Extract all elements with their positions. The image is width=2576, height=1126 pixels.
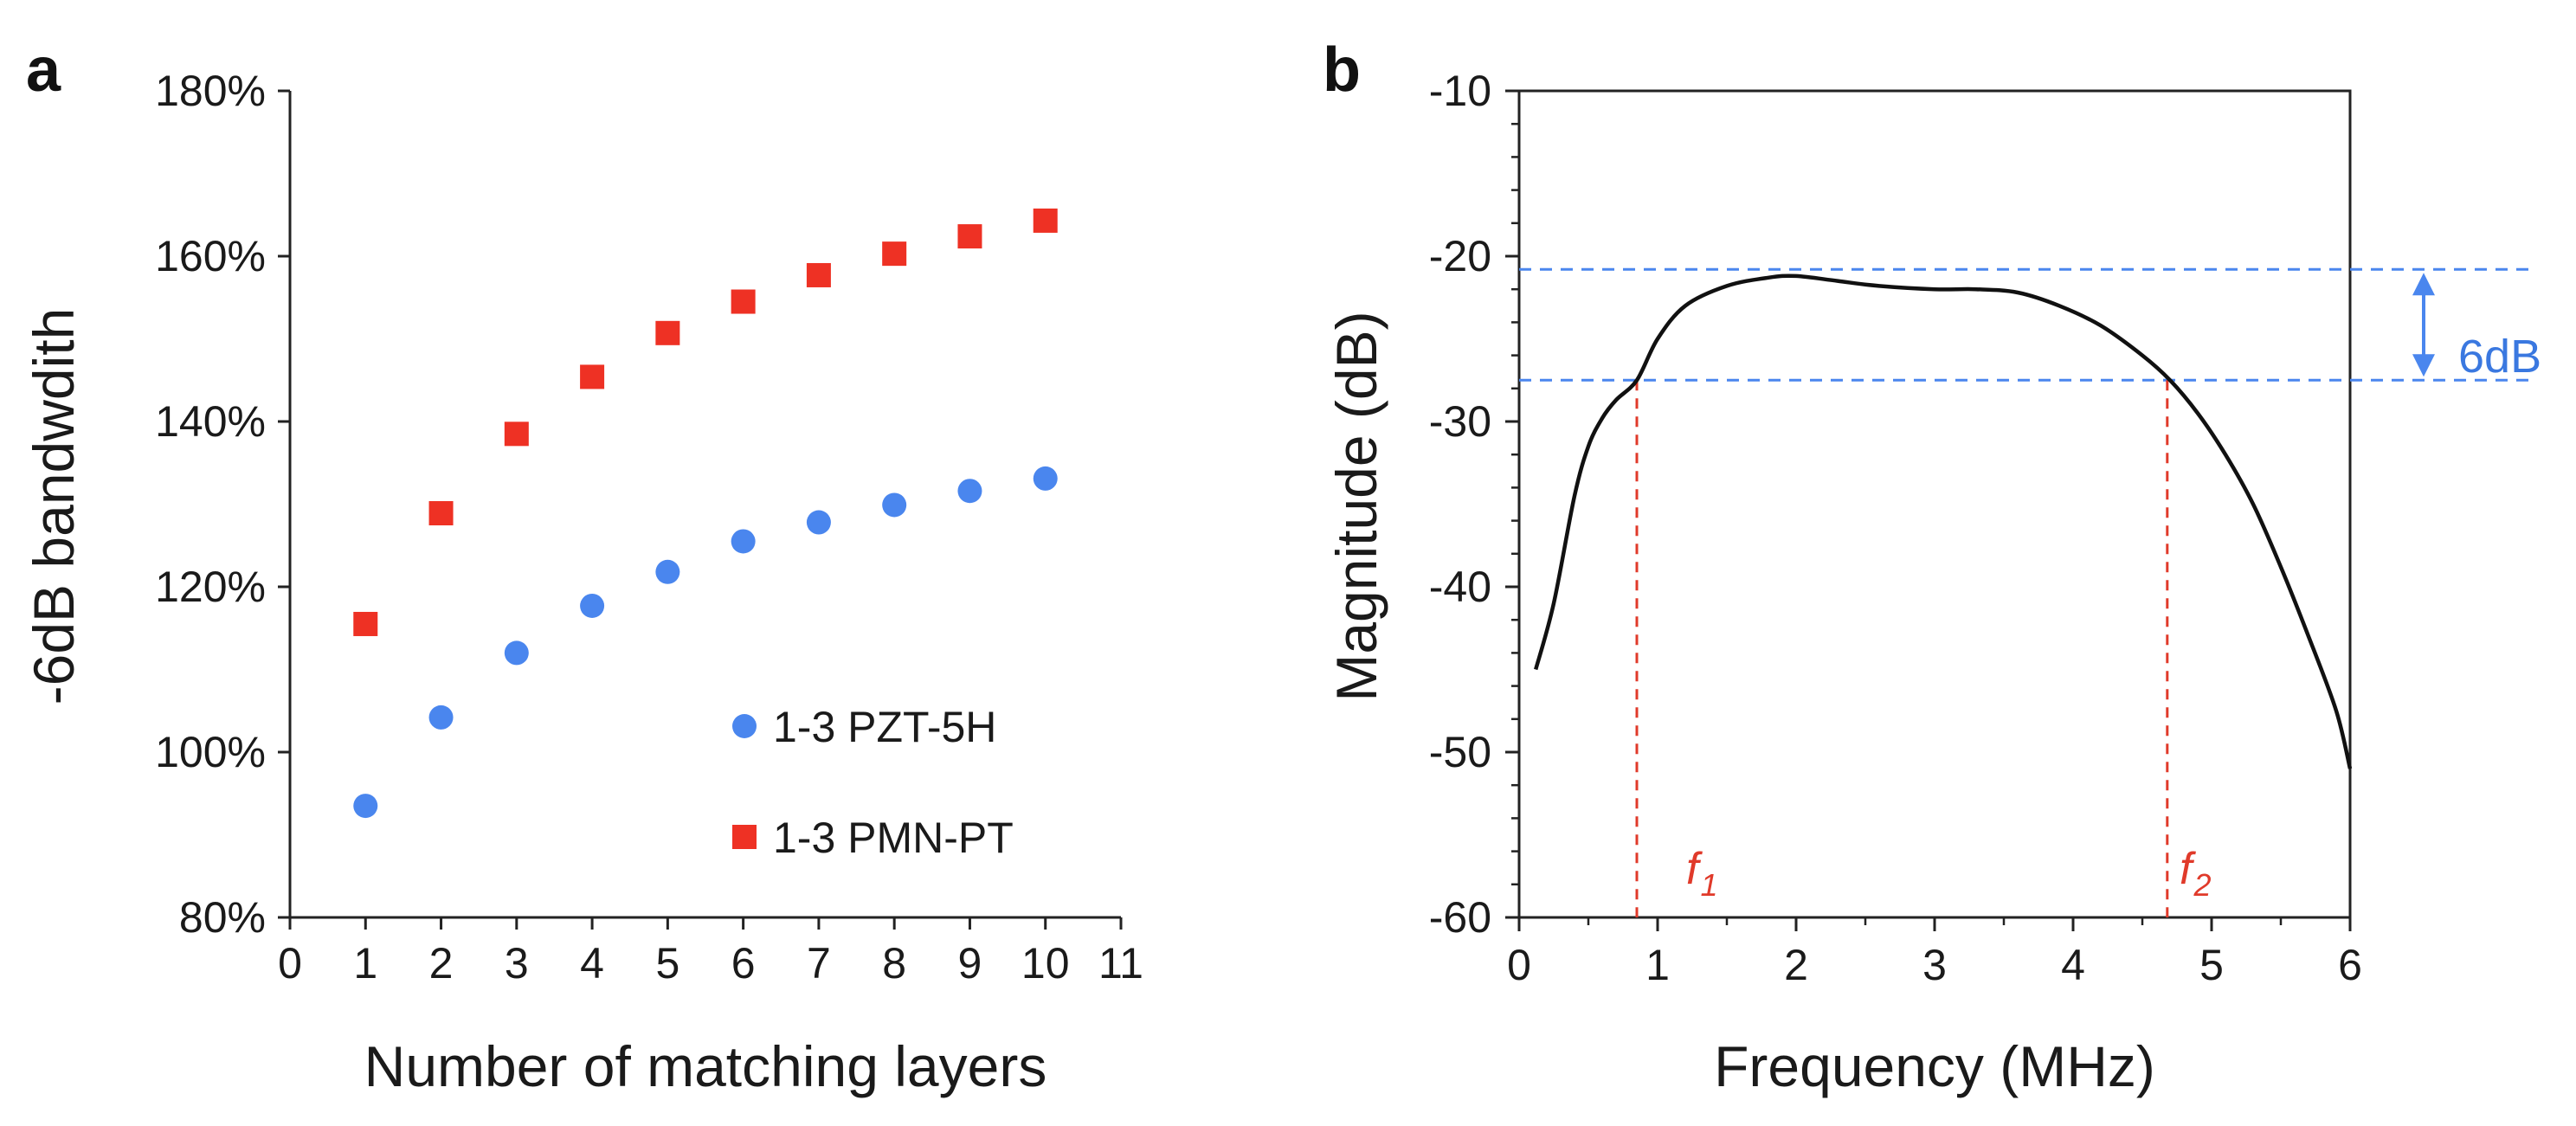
pzt-5h-point	[1033, 466, 1058, 491]
panel-b: b 0 1 2 3 4 5 6 -60 -50 -40 -30 -20 -10 Frequency (M…	[1323, 35, 2541, 1098]
legend-marker-pzt	[732, 714, 757, 738]
panel-b-x-tick-label: 6	[2338, 941, 2362, 989]
pmn-pt-point	[882, 241, 907, 267]
panel-a-axes	[288, 91, 1121, 919]
panel-b-x-tick-label: 1	[1645, 941, 1670, 989]
six-db-annotation: 6dB	[2412, 273, 2541, 383]
panel-b-x-tick-label: 5	[2199, 941, 2224, 989]
panel-a-x-tick-label: 11	[1098, 939, 1143, 988]
pmn-pt-point	[806, 262, 831, 287]
six-db-label: 6dB	[2458, 331, 2541, 383]
panel-b-y-tick-label: -30	[1429, 397, 1491, 446]
pzt-5h-point	[428, 705, 454, 730]
panel-a-y-tick-label: 180%	[155, 67, 266, 115]
pmn-pt-point	[428, 501, 454, 526]
panel-b-x-tick-label: 3	[1922, 941, 1947, 989]
panel-b-y-axis-label: Magnitude (dB)	[1324, 311, 1388, 701]
panel-b-ticks	[1505, 89, 2352, 931]
panel-a-ticks	[278, 89, 1123, 930]
pmn-pt-point	[957, 224, 982, 249]
panel-b-x-axis-label: Frequency (MHz)	[1714, 1034, 2155, 1098]
legend-marker-pmn	[732, 825, 757, 849]
pmn-pt-point	[1033, 208, 1058, 233]
six-db-arrow-down-icon	[2412, 354, 2435, 377]
panel-a-x-tick-label: 3	[505, 939, 529, 988]
pmn-pt-point	[731, 289, 756, 314]
panel-a-x-tick-label: 1	[353, 939, 377, 988]
panel-a-legend: 1-3 PZT-5H 1-3 PMN-PT	[732, 703, 1014, 862]
f1-label: f1	[1686, 844, 1717, 903]
pmn-pt-point	[580, 364, 605, 389]
pmn-pt-point	[504, 421, 529, 447]
panel-b-y-tick-label: -20	[1429, 232, 1491, 280]
panel-b-tick-labels: 0 1 2 3 4 5 6 -60 -50 -40 -30 -20 -10	[1429, 67, 2362, 989]
panel-b-y-tick-label: -50	[1429, 728, 1491, 776]
panel-b-y-tick-label: -40	[1429, 563, 1491, 611]
panel-b-x-tick-label: 2	[1784, 941, 1808, 989]
six-db-arrow-up-icon	[2412, 273, 2435, 296]
panel-a-label: a	[26, 35, 61, 105]
pmn-pt-point	[655, 320, 680, 345]
panel-b-magnitude-curve	[1534, 273, 2353, 769]
panel-a: a 0 1 2 3 4 5 6 7 8 9 10 1180%100%120%140%160%180% …	[22, 35, 1143, 1098]
pzt-5h-point	[882, 492, 907, 518]
pzt-5h-point	[731, 529, 756, 554]
panel-a-tick-labels: 0 1 2 3 4 5 6 7 8 9 10 11 80% 100% 120% 140% 160% 180%	[155, 67, 1143, 988]
panel-a-x-axis-label: Number of matching layers	[364, 1034, 1047, 1098]
panel-a-y-tick-label: 160%	[155, 232, 266, 280]
panel-a-x-tick-label: 9	[958, 939, 982, 988]
panel-a-x-tick-label: 6	[731, 939, 756, 988]
panel-a-y-tick-label: 80%	[179, 893, 266, 942]
pzt-5h-point	[806, 510, 831, 535]
panel-a-points	[353, 208, 1058, 819]
pzt-5h-point	[353, 794, 378, 819]
f2-label: f2	[2180, 844, 2211, 903]
pzt-5h-point	[580, 593, 605, 618]
panel-a-x-tick-label: 5	[655, 939, 679, 988]
legend-label-pzt: 1-3 PZT-5H	[773, 703, 996, 751]
pzt-5h-point	[655, 559, 680, 584]
panel-a-x-tick-label: 0	[278, 939, 302, 988]
panel-a-y-tick-label: 120%	[155, 563, 266, 611]
panel-a-x-tick-label: 8	[882, 939, 906, 988]
pzt-5h-point	[504, 640, 529, 666]
panel-b-label: b	[1323, 35, 1361, 105]
pmn-pt-point	[353, 611, 378, 636]
panel-a-y-tick-label: 100%	[155, 728, 266, 776]
panel-a-x-tick-label: 10	[1021, 939, 1070, 988]
panel-a-x-tick-label: 4	[580, 939, 604, 988]
panel-b-y-tick-label: -60	[1429, 893, 1491, 942]
panel-b-x-tick-label: 0	[1507, 941, 1531, 989]
panel-b-x-tick-label: 4	[2061, 941, 2085, 989]
panel-a-x-tick-label: 7	[807, 939, 831, 988]
panel-b-y-tick-label: -10	[1429, 67, 1491, 115]
panel-b-reference-lines	[1519, 267, 2536, 917]
pzt-5h-point	[957, 479, 982, 504]
panel-a-y-axis-label: -6dB bandwdith	[22, 308, 86, 705]
panel-a-x-tick-label: 2	[429, 939, 454, 988]
panel-b-plot-frame	[1517, 89, 2352, 919]
panel-a-y-tick-label: 140%	[155, 397, 266, 446]
legend-label-pmn: 1-3 PMN-PT	[773, 814, 1014, 862]
